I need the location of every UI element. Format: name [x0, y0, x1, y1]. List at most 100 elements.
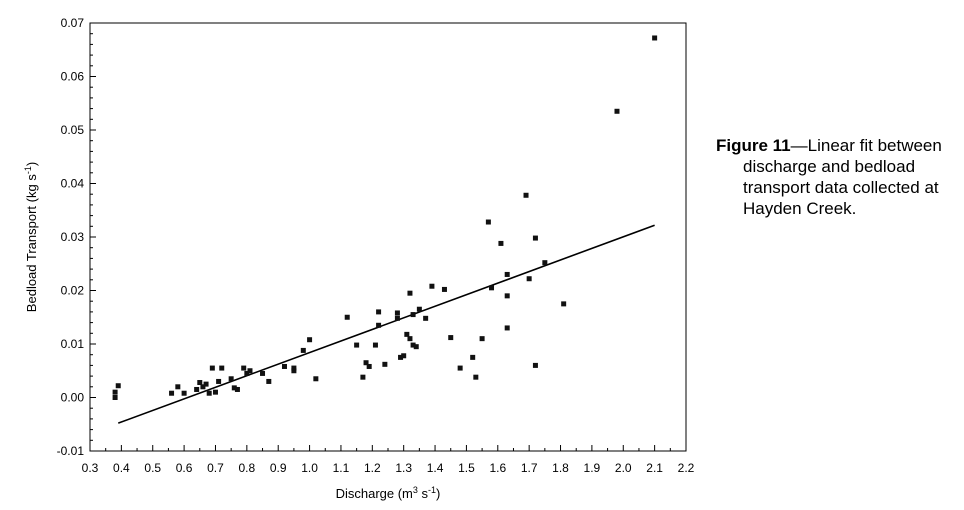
data-point [344, 314, 350, 320]
data-point [231, 385, 237, 391]
data-point [206, 390, 212, 396]
data-point [394, 315, 400, 321]
data-point [363, 360, 369, 366]
y-axis-title: Bedload Transport (kg s-1) [23, 162, 39, 312]
data-point [372, 342, 378, 348]
data-point [212, 389, 218, 395]
data-point [219, 365, 225, 371]
y-tick-label: 0.07 [61, 16, 85, 30]
x-tick-label: 1.0 [301, 461, 318, 475]
data-point [489, 285, 495, 291]
data-point [448, 335, 454, 341]
x-tick-label: 0.7 [207, 461, 224, 475]
data-point [479, 336, 485, 342]
y-axis-ticks: -0.01 0.00 0.01 0.02 0.03 0.04 0.05 0.06 0.07 [57, 16, 96, 458]
data-point [416, 306, 422, 312]
data-point [203, 381, 209, 387]
x-tick-label: 0.4 [113, 461, 130, 475]
y-tick-label: 0.06 [61, 70, 85, 84]
data-point [401, 353, 407, 359]
data-point [407, 290, 413, 296]
x-tick-label: 2.2 [678, 461, 695, 475]
data-point [410, 342, 416, 348]
x-tick-label: 2.1 [646, 461, 663, 475]
figure-caption-body: —Linear fit between discharge and bedloa… [743, 136, 942, 218]
x-tick-label: 1.7 [521, 461, 538, 475]
data-point [532, 362, 538, 368]
data-point [413, 344, 419, 350]
data-point [441, 286, 447, 292]
x-tick-label: 1.1 [333, 461, 350, 475]
data-point [241, 365, 247, 371]
y-tick-label: 0.03 [61, 230, 85, 244]
data-point [260, 370, 266, 376]
data-point [181, 390, 187, 396]
figure-caption-label: Figure 11 [716, 136, 791, 155]
data-point [244, 370, 250, 376]
data-point [228, 376, 234, 382]
data-point [542, 260, 548, 266]
data-point [247, 368, 253, 374]
data-point [313, 376, 319, 382]
figure-caption-text: Figure 11—Linear fit between discharge a… [716, 135, 961, 219]
data-point [209, 365, 215, 371]
x-tick-label: 1.3 [395, 461, 412, 475]
data-point [300, 347, 306, 353]
scatter-plot: 0.3 0.4 0.5 0.6 0.7 0.8 0.9 1.0 1.1 1.2 1.3 1.4 1.5 1… [23, 16, 695, 501]
x-tick-label: 1.5 [458, 461, 475, 475]
data-point [523, 192, 529, 198]
data-point [410, 312, 416, 318]
data-point [197, 380, 203, 386]
data-point [504, 325, 510, 331]
data-point [532, 235, 538, 241]
data-point [429, 283, 435, 289]
y-tick-label: 0.00 [61, 391, 85, 405]
figure-caption: Figure 11—Linear fit between discharge a… [716, 135, 961, 219]
y-tick-label: 0.05 [61, 123, 85, 137]
data-point [614, 108, 620, 114]
x-tick-label: 0.6 [176, 461, 193, 475]
fit-line-layer [117, 224, 655, 424]
data-point [234, 386, 240, 392]
data-point [561, 301, 567, 307]
data-point [376, 309, 382, 315]
data-point [291, 365, 297, 371]
x-tick-label: 1.2 [364, 461, 381, 475]
x-axis-title: Discharge (m3 s-1) [336, 485, 441, 501]
data-point [112, 395, 118, 400]
data-point [307, 337, 313, 343]
data-point [382, 361, 388, 367]
data-point [470, 354, 476, 360]
data-point [281, 363, 287, 369]
data-point [504, 293, 510, 299]
x-tick-label: 0.8 [238, 461, 255, 475]
data-point [291, 368, 297, 374]
x-tick-label: 0.5 [144, 461, 161, 475]
data-points [112, 35, 658, 400]
data-point [360, 374, 366, 380]
data-point [404, 331, 410, 337]
data-point [457, 365, 463, 371]
data-point [398, 354, 404, 360]
x-axis-ticks: 0.3 0.4 0.5 0.6 0.7 0.8 0.9 1.0 1.1 1.2 1.3 1.4 1.5 1… [82, 445, 695, 475]
data-point [423, 315, 429, 321]
y-tick-label: -0.01 [57, 444, 85, 458]
x-tick-label: 0.9 [270, 461, 287, 475]
data-point [394, 310, 400, 316]
data-point [366, 363, 372, 369]
data-point [485, 219, 491, 225]
data-point [498, 240, 504, 246]
data-point [473, 374, 479, 380]
data-point [175, 384, 181, 390]
y-tick-label: 0.01 [61, 337, 85, 351]
data-point [266, 378, 272, 384]
data-point [526, 276, 532, 282]
data-point [112, 389, 118, 395]
x-tick-label: 0.3 [82, 461, 99, 475]
x-tick-label: 1.4 [427, 461, 444, 475]
data-point [194, 386, 200, 392]
data-point [115, 383, 121, 389]
x-tick-label: 1.9 [584, 461, 601, 475]
data-point [652, 35, 658, 41]
data-point [216, 378, 222, 384]
